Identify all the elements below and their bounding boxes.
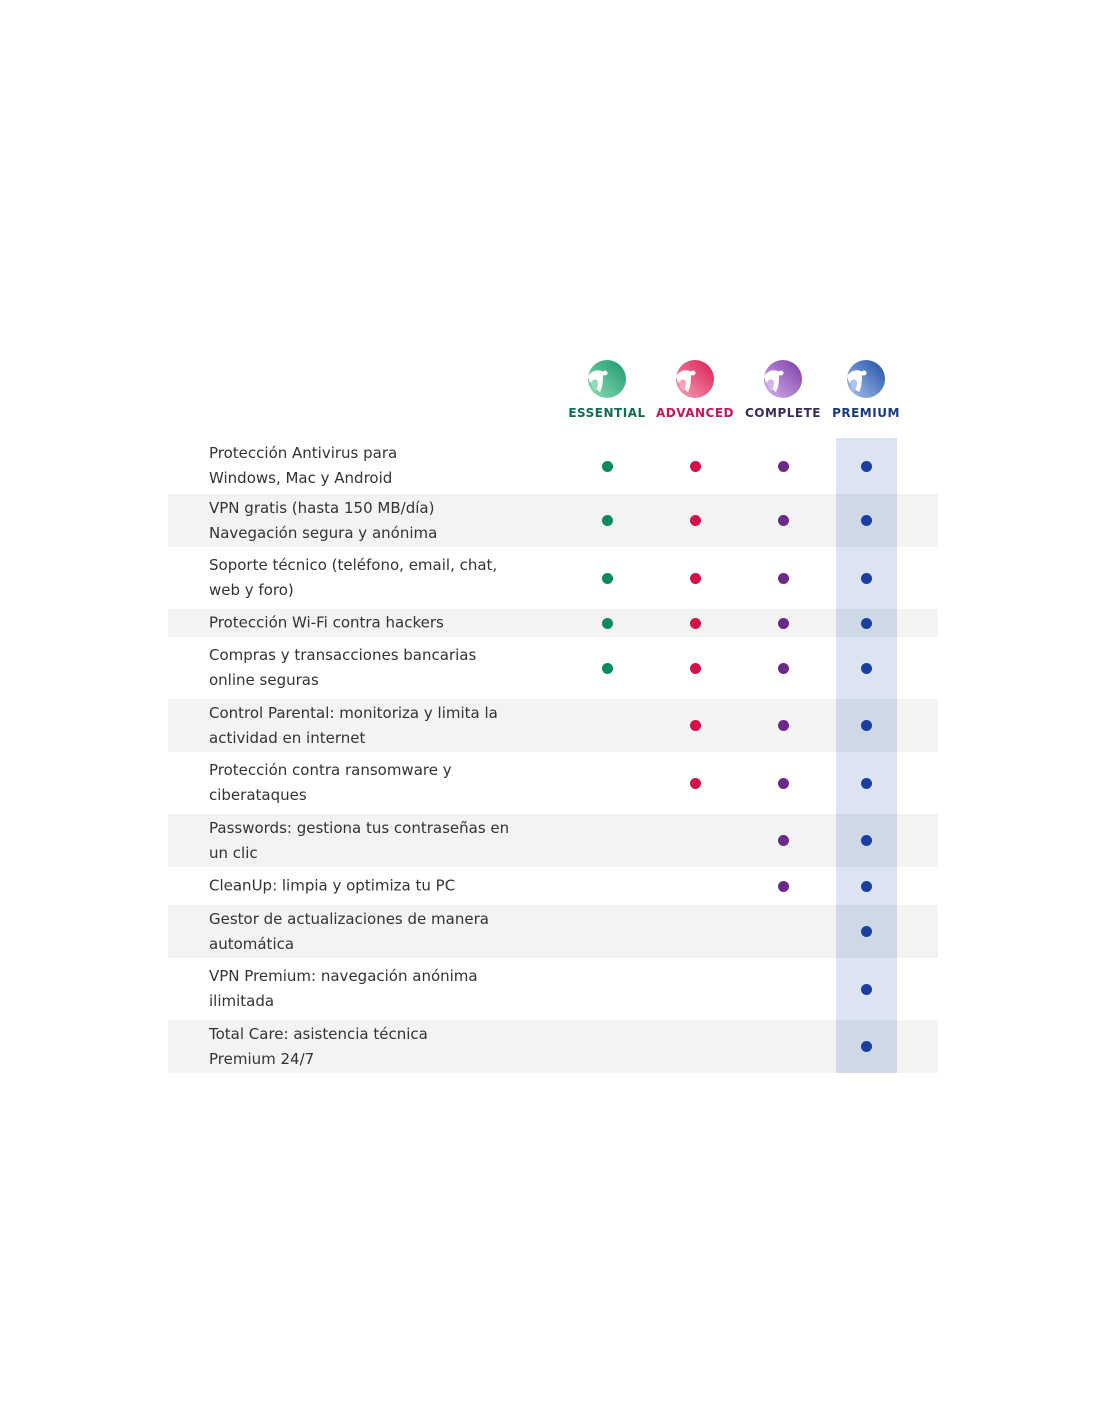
plan-premium: PREMIUM: [816, 358, 916, 420]
feature-label-line: Passwords: gestiona tus contraseñas en: [209, 818, 510, 837]
included-dot-premium: [860, 777, 872, 789]
feature-row: VPN Premium: navegación anónima ilimitada: [168, 958, 938, 1020]
feature-label-line: Protección contra ransomware y: [209, 761, 452, 779]
feature-label-line: Protección Wi-Fi contra hackers: [209, 613, 444, 632]
included-dot-essential: [601, 662, 613, 674]
included-dot-complete: [777, 515, 789, 526]
feature-label: Passwords: gestiona tus contraseñas en un…: [209, 816, 509, 866]
feature-label-line: automática: [209, 934, 295, 953]
feature-label-line: Compras y transacciones bancarias: [209, 646, 477, 664]
feature-row: Total Care: asistencia técnica Premium 24…: [168, 1020, 938, 1073]
complete-logo-icon: [764, 360, 802, 398]
plan-complete: COMPLETE: [733, 358, 833, 420]
feature-row: VPN gratis (hasta 150 MB/día) Navegación …: [168, 494, 938, 547]
feature-label: CleanUp: limpia y optimiza tu PC: [209, 874, 455, 899]
feature-label: Gestor de actualizaciones de manera autom…: [209, 907, 489, 957]
included-dot-premium: [860, 720, 872, 731]
feature-label-line: actividad en internet: [209, 728, 366, 747]
included-dot-advanced: [689, 720, 701, 731]
included-dot-premium: [860, 835, 872, 846]
feature-label: Protección Wi-Fi contra hackers: [209, 611, 444, 636]
included-dot-premium: [860, 1041, 872, 1052]
feature-row: Passwords: gestiona tus contraseñas en un…: [168, 814, 938, 867]
feature-row: Protección Wi-Fi contra hackers: [168, 609, 938, 637]
feature-label: Compras y transacciones bancarias online …: [209, 643, 476, 693]
feature-row: Soporte técnico (teléfono, email, chat, w…: [168, 547, 938, 609]
feature-label-line: VPN gratis (hasta 150 MB/día): [209, 498, 435, 517]
feature-label-line: web y foro): [209, 581, 294, 599]
advanced-logo-icon: [676, 360, 714, 398]
plan-name: PREMIUM: [832, 406, 900, 420]
feature-label: Protección contra ransomware y ciberataqu…: [209, 758, 452, 808]
included-dot-complete: [777, 880, 789, 892]
feature-row: Protección Antivirus para Windows, Mac y …: [168, 438, 938, 494]
feature-label: Soporte técnico (teléfono, email, chat, w…: [209, 553, 497, 603]
feature-label-line: ilimitada: [209, 992, 275, 1010]
feature-label: VPN Premium: navegación anónima ilimitada: [209, 964, 478, 1014]
feature-label-line: Total Care: asistencia técnica: [209, 1024, 428, 1043]
premium-logo-icon: [847, 360, 885, 398]
feature-row: Gestor de actualizaciones de manera autom…: [168, 905, 938, 958]
included-dot-complete: [777, 662, 789, 674]
included-dot-advanced: [689, 617, 701, 629]
included-dot-premium: [860, 983, 872, 995]
feature-label-line: Windows, Mac y Android: [209, 469, 393, 487]
feature-label-line: Premium 24/7: [209, 1049, 315, 1068]
included-dot-premium: [860, 662, 872, 674]
feature-label-line: Protección Antivirus para: [209, 444, 398, 462]
included-dot-essential: [601, 617, 613, 629]
included-dot-complete: [777, 572, 789, 584]
feature-row: Compras y transacciones bancarias online …: [168, 637, 938, 699]
feature-label: VPN gratis (hasta 150 MB/día) Navegación …: [209, 496, 437, 546]
plan-advanced: ADVANCED: [645, 358, 745, 420]
included-dot-advanced: [689, 460, 701, 472]
feature-label-line: Gestor de actualizaciones de manera: [209, 909, 489, 928]
included-dot-premium: [860, 572, 872, 584]
included-dot-complete: [777, 720, 789, 731]
feature-label-line: VPN Premium: navegación anónima: [209, 967, 478, 985]
included-dot-premium: [860, 880, 872, 892]
included-dot-complete: [777, 460, 789, 472]
feature-row: Control Parental: monitoriza y limita la…: [168, 699, 938, 752]
included-dot-premium: [860, 515, 872, 526]
included-dot-complete: [777, 835, 789, 846]
included-dot-complete: [777, 617, 789, 629]
included-dot-complete: [777, 777, 789, 789]
plan-essential: ESSENTIAL: [557, 358, 657, 420]
included-dot-essential: [601, 460, 613, 472]
included-dot-premium: [860, 460, 872, 472]
feature-label-line: online seguras: [209, 671, 319, 689]
feature-label: Total Care: asistencia técnica Premium 24…: [209, 1022, 428, 1072]
feature-label: Control Parental: monitoriza y limita la…: [209, 701, 498, 751]
plan-name: ESSENTIAL: [568, 406, 646, 420]
feature-label-line: un clic: [209, 843, 258, 862]
included-dot-advanced: [689, 515, 701, 526]
feature-row: Protección contra ransomware y ciberataqu…: [168, 752, 938, 814]
feature-label: Protección Antivirus para Windows, Mac y …: [209, 441, 397, 491]
included-dot-advanced: [689, 777, 701, 789]
plan-name: COMPLETE: [745, 406, 821, 420]
essential-logo-icon: [588, 360, 626, 398]
plan-name: ADVANCED: [655, 406, 734, 420]
included-dot-essential: [601, 572, 613, 584]
included-dot-premium: [860, 617, 872, 629]
feature-label-line: Navegación segura y anónima: [209, 523, 438, 542]
feature-label-line: Soporte técnico (teléfono, email, chat,: [209, 556, 498, 574]
feature-label-line: ciberataques: [209, 786, 307, 804]
included-dot-essential: [601, 515, 613, 526]
included-dot-advanced: [689, 662, 701, 674]
feature-label-line: Control Parental: monitoriza y limita la: [209, 703, 498, 722]
included-dot-premium: [860, 926, 872, 937]
feature-label-line: CleanUp: limpia y optimiza tu PC: [209, 876, 456, 895]
feature-row: CleanUp: limpia y optimiza tu PC: [168, 867, 938, 905]
included-dot-advanced: [689, 572, 701, 584]
